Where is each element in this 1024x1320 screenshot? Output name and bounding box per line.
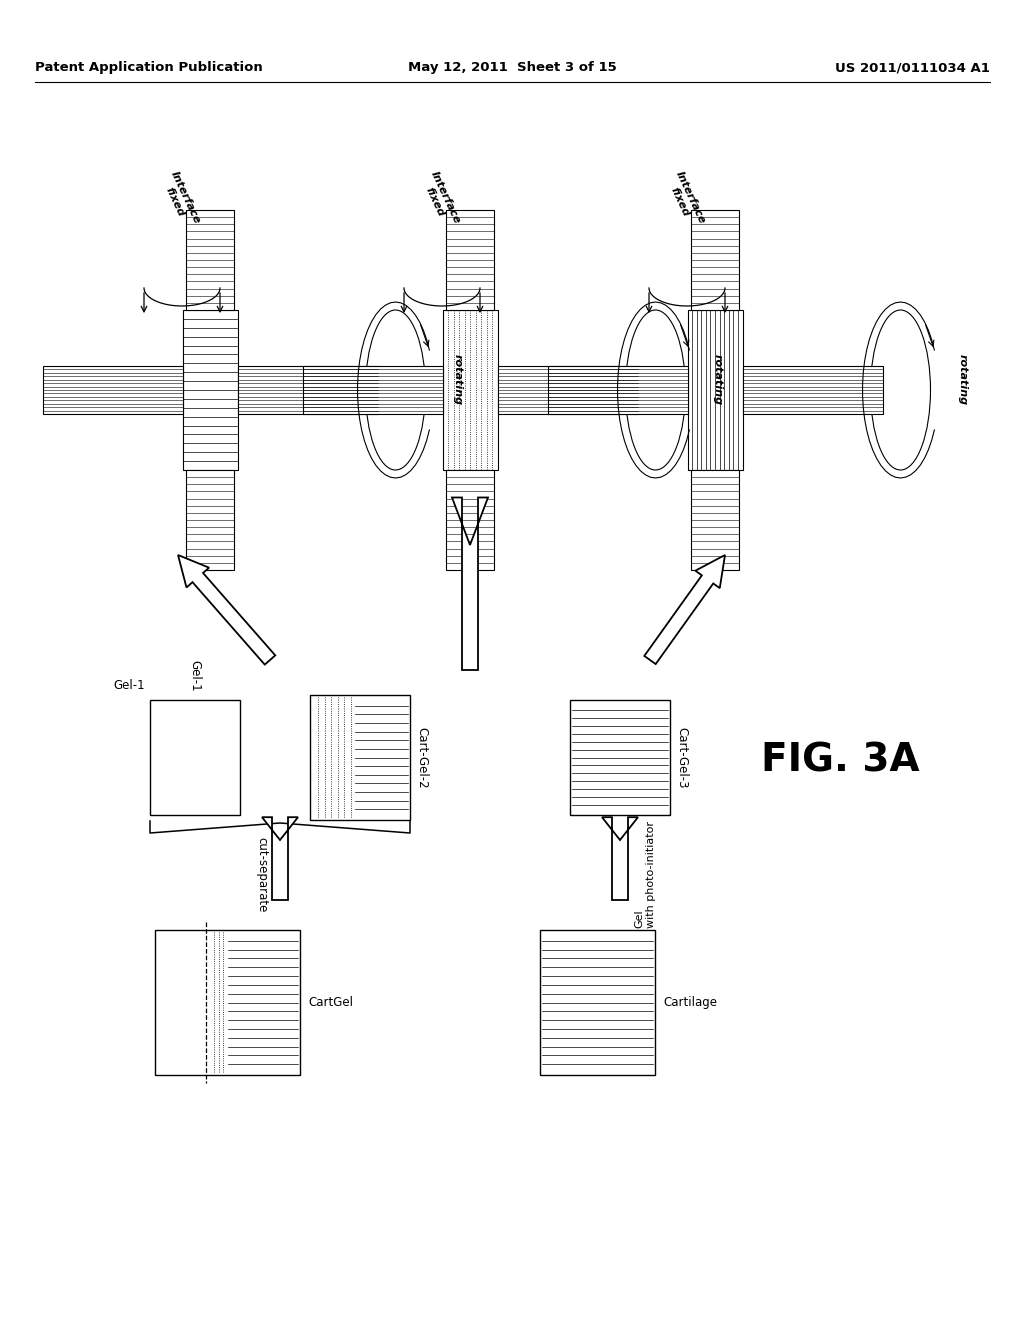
Bar bbox=[442, 310, 498, 470]
Text: Gel
with photo-initiator: Gel with photo-initiator bbox=[634, 821, 655, 928]
Text: rotating: rotating bbox=[453, 355, 463, 405]
Text: rotating: rotating bbox=[713, 355, 723, 405]
Bar bbox=[446, 210, 494, 310]
Text: FIG. 3A: FIG. 3A bbox=[761, 741, 920, 779]
Bar bbox=[540, 931, 655, 1074]
Text: cut-separate: cut-separate bbox=[255, 837, 268, 912]
Bar bbox=[186, 470, 234, 570]
Text: Gel-1: Gel-1 bbox=[188, 660, 202, 692]
Bar bbox=[238, 366, 378, 414]
Bar bbox=[691, 210, 739, 310]
Text: Cart-Gel-3: Cart-Gel-3 bbox=[675, 727, 688, 788]
Bar bbox=[446, 470, 494, 570]
Text: Interface
fixed: Interface fixed bbox=[664, 169, 707, 230]
Text: Patent Application Publication: Patent Application Publication bbox=[35, 62, 263, 74]
Bar bbox=[182, 310, 238, 470]
Bar bbox=[155, 931, 300, 1074]
Polygon shape bbox=[262, 817, 298, 900]
Polygon shape bbox=[602, 817, 638, 900]
Bar bbox=[687, 310, 742, 470]
Bar bbox=[310, 696, 410, 820]
Text: rotating: rotating bbox=[958, 355, 968, 405]
Ellipse shape bbox=[366, 310, 426, 470]
Text: Interface
fixed: Interface fixed bbox=[158, 169, 202, 230]
Bar bbox=[691, 470, 739, 570]
Bar bbox=[742, 366, 883, 414]
Bar bbox=[302, 366, 442, 414]
Text: CartGel: CartGel bbox=[308, 997, 353, 1008]
Bar bbox=[570, 700, 670, 814]
Bar bbox=[186, 210, 234, 310]
Polygon shape bbox=[644, 554, 725, 664]
Text: May 12, 2011  Sheet 3 of 15: May 12, 2011 Sheet 3 of 15 bbox=[408, 62, 616, 74]
Polygon shape bbox=[178, 554, 275, 664]
Bar bbox=[43, 366, 182, 414]
Polygon shape bbox=[452, 498, 488, 671]
Bar bbox=[498, 366, 638, 414]
Bar bbox=[150, 700, 240, 814]
Ellipse shape bbox=[626, 310, 685, 470]
Text: US 2011/0111034 A1: US 2011/0111034 A1 bbox=[836, 62, 990, 74]
Text: Cart-Gel-2: Cart-Gel-2 bbox=[415, 727, 428, 788]
Bar bbox=[548, 366, 687, 414]
Text: Gel-1: Gel-1 bbox=[114, 678, 145, 692]
Ellipse shape bbox=[870, 310, 931, 470]
Text: Cartilage: Cartilage bbox=[663, 997, 717, 1008]
Text: Interface
fixed: Interface fixed bbox=[418, 169, 462, 230]
